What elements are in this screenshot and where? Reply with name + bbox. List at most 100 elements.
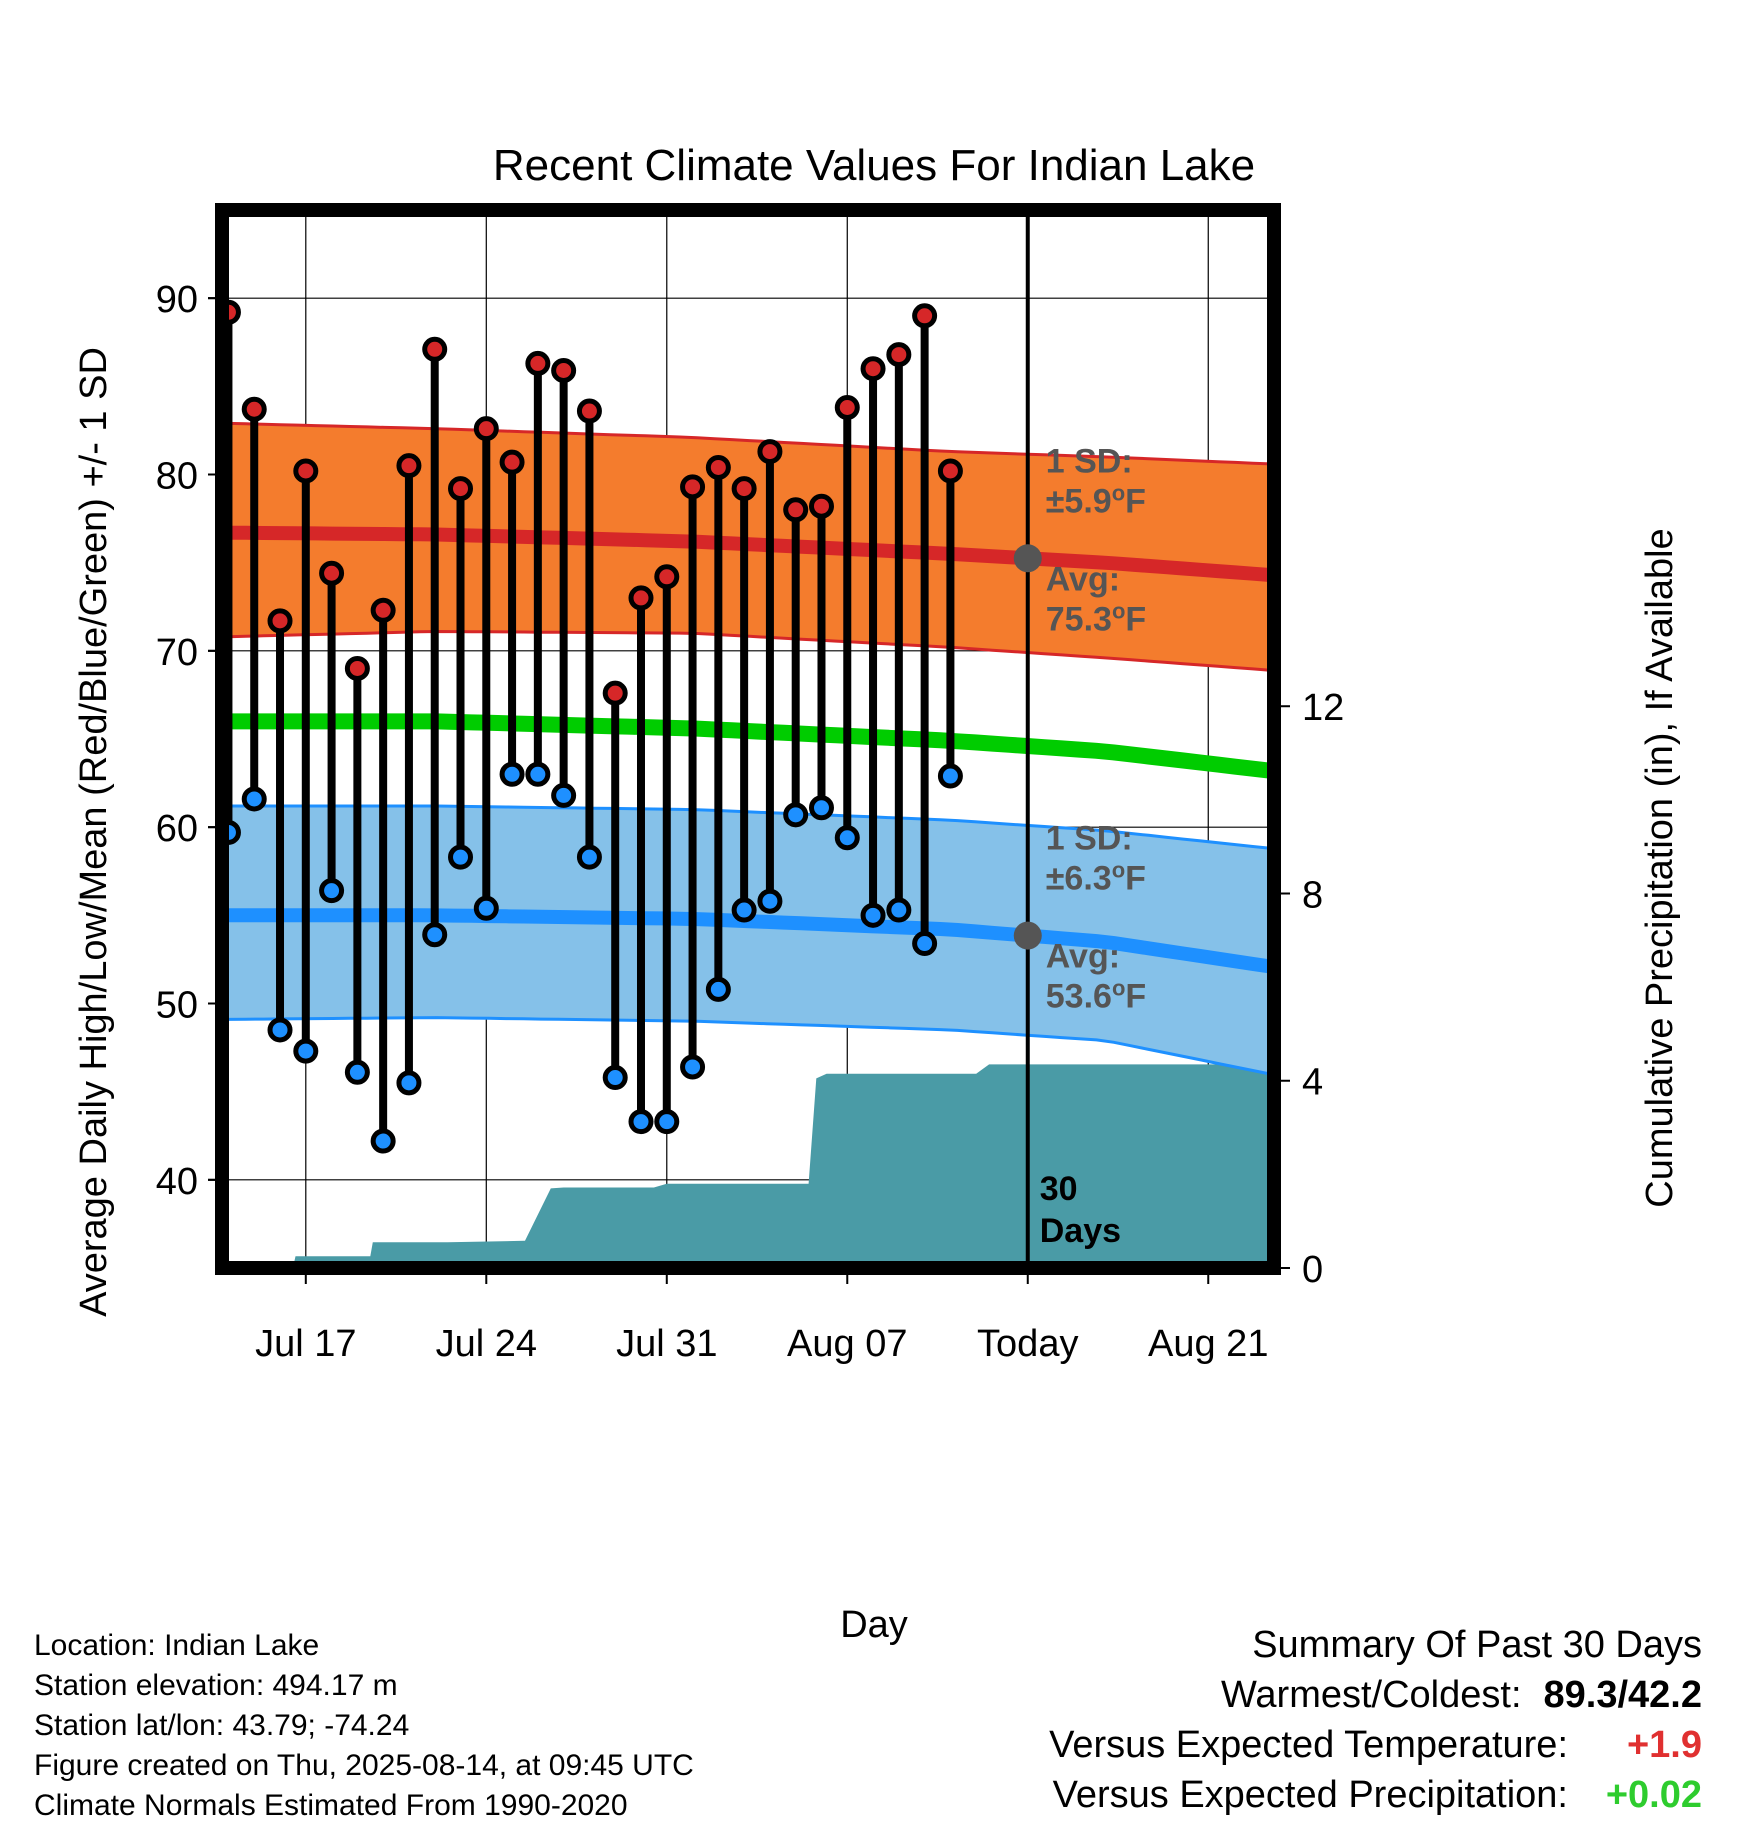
y2-tick-label: 12 <box>1302 687 1344 729</box>
normal-high-band-lower-edge <box>228 629 1271 672</box>
daily-low-point <box>422 922 448 948</box>
normals-text: Climate Normals Estimated From 1990-2020 <box>34 1789 628 1822</box>
daily-low-point <box>705 976 731 1002</box>
y-tick-label: 80 <box>156 456 198 498</box>
daily-high-point <box>422 336 448 362</box>
daily-high-point <box>757 439 783 465</box>
daily-low-point <box>912 931 938 957</box>
summary-panel: Summary Of Past 30 Days Warmest/Coldest:… <box>1049 1620 1702 1820</box>
normal-low-band-upper-edge <box>228 804 1271 850</box>
temp-anomaly-label: Versus Expected Temperature: <box>1049 1724 1568 1766</box>
station-info: Location: Indian Lake Station elevation:… <box>34 1626 694 1826</box>
latlon-text: Station lat/lon: 43.79; -74.24 <box>34 1709 410 1742</box>
daily-high-point <box>628 585 654 611</box>
daily-high-point <box>602 680 628 706</box>
daily-low-point <box>602 1065 628 1091</box>
normal-mean-line <box>228 713 1272 779</box>
y-tick-label: 90 <box>156 279 198 321</box>
daily-high-point <box>834 394 860 420</box>
high-sd-label: 1 SD: <box>1046 442 1133 480</box>
high-avg-value: 75.3oF <box>1046 598 1146 638</box>
daily-low-point <box>448 844 474 870</box>
daily-low-point <box>654 1109 680 1135</box>
daily-low-point <box>680 1054 706 1080</box>
x-tick-label: Jul 17 <box>255 1323 356 1365</box>
daily-high-point <box>193 355 213 375</box>
low-avg-label: Avg: <box>1046 938 1120 976</box>
daily-low-point <box>241 786 267 812</box>
daily-low-point <box>499 761 525 787</box>
temp-anomaly-value: +1.9 <box>1626 1724 1702 1766</box>
daily-high-point <box>654 564 680 590</box>
high-sd-value: ±5.9oF <box>1046 480 1146 520</box>
daily-low-point <box>551 782 577 808</box>
daily-low-point <box>628 1109 654 1135</box>
daily-high-point <box>705 454 731 480</box>
daily-low-point <box>860 902 886 928</box>
days-label-line2: Days <box>1040 1212 1121 1250</box>
low-sd-value: ±6.3oF <box>1046 858 1146 898</box>
daily-high-point <box>370 597 396 623</box>
daily-high-point <box>886 342 912 368</box>
daily-low-point <box>370 1128 396 1154</box>
daily-low-point <box>576 844 602 870</box>
x-axis-label: Day <box>840 1604 908 1646</box>
low-sd-label: 1 SD: <box>1046 820 1133 858</box>
warm-cold-value: 89.3/42.2 <box>1543 1674 1702 1716</box>
daily-high-point <box>241 396 267 422</box>
today-low-avg-marker <box>1013 921 1042 950</box>
y2-tick-label: 4 <box>1302 1062 1323 1104</box>
daily-low-point <box>808 795 834 821</box>
daily-high-point <box>783 497 809 523</box>
y2-tick-label: 8 <box>1302 874 1323 916</box>
precip-area <box>222 1064 1274 1268</box>
chart-title: Recent Climate Values For Indian Lake <box>493 141 1255 190</box>
x-tick-label: Aug 07 <box>787 1323 907 1365</box>
elevation-text: Station elevation: 494.17 m <box>34 1669 398 1702</box>
daily-low-point <box>525 761 551 787</box>
normal-high-line <box>228 525 1271 582</box>
precip-anomaly-label: Versus Expected Precipitation: <box>1052 1774 1568 1816</box>
y-tick-label: 70 <box>156 632 198 674</box>
daily-low-point <box>757 888 783 914</box>
daily-high-point <box>937 458 963 484</box>
daily-high-point <box>680 474 706 500</box>
daily-high-point <box>344 655 370 681</box>
daily-high-point <box>473 416 499 442</box>
low-avg-value: 53.6oF <box>1046 976 1146 1016</box>
daily-high-point <box>576 398 602 424</box>
daily-low-point <box>731 897 757 923</box>
daily-low-point <box>886 897 912 923</box>
high-avg-label: Avg: <box>1046 560 1120 598</box>
x-tick-label: Today <box>977 1323 1078 1365</box>
daily-high-point <box>319 560 345 586</box>
y2-axis-label: Cumulative Precipitation (in), If Availa… <box>1639 528 1681 1207</box>
daily-low-point <box>473 895 499 921</box>
daily-low-point <box>293 1038 319 1064</box>
location-text: Location: Indian Lake <box>34 1629 320 1662</box>
daily-high-point <box>860 356 886 382</box>
y-tick-label: 50 <box>156 985 198 1027</box>
plot-frame <box>215 203 1281 1275</box>
daily-low-point <box>834 825 860 851</box>
summary-title: Summary Of Past 30 Days <box>1252 1624 1702 1666</box>
x-tick-label: Jul 24 <box>436 1323 537 1365</box>
daily-high-point <box>499 449 525 475</box>
warm-cold-label: Warmest/Coldest: <box>1220 1674 1522 1716</box>
normal-low-band-lower-edge <box>228 1016 1271 1076</box>
today-high-avg-marker <box>1013 544 1042 573</box>
daily-low-point <box>193 780 213 800</box>
daily-low-point <box>267 1017 293 1043</box>
daily-low-point <box>319 878 345 904</box>
daily-low-point <box>344 1059 370 1085</box>
created-text: Figure created on Thu, 2025-08-14, at 09… <box>34 1749 694 1782</box>
daily-high-point <box>551 357 577 383</box>
daily-high-point <box>731 476 757 502</box>
daily-high-point <box>525 350 551 376</box>
x-tick-label: Aug 21 <box>1148 1323 1268 1365</box>
daily-high-point <box>267 608 293 634</box>
y2-tick-label: 0 <box>1302 1249 1323 1291</box>
daily-high-point <box>293 458 319 484</box>
daily-high-point <box>912 303 938 329</box>
